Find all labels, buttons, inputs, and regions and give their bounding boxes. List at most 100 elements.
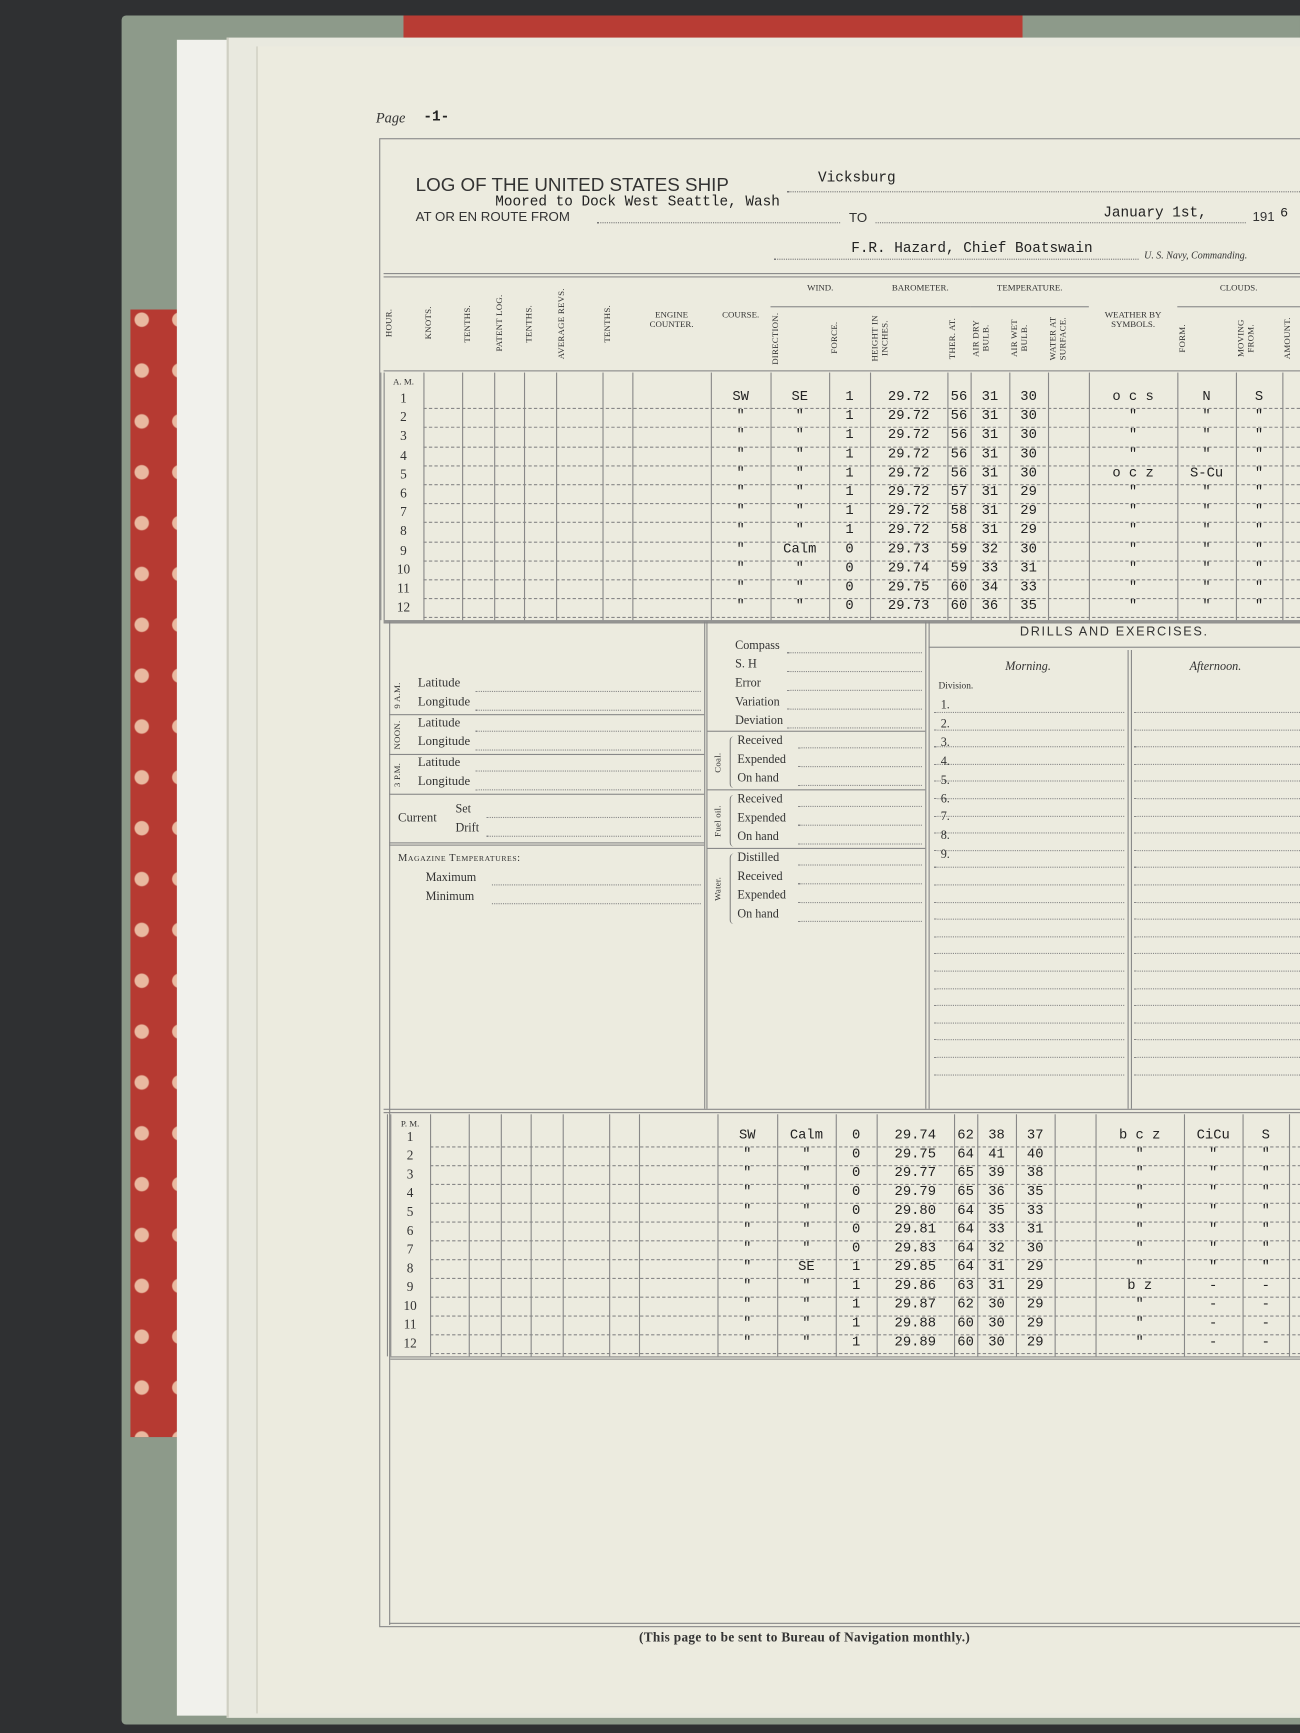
rule [934, 970, 1125, 972]
log-entry: o c z [1112, 465, 1154, 481]
rule [430, 1334, 1300, 1336]
rule [423, 579, 1300, 581]
log-entry: 29.83 [894, 1240, 937, 1256]
log-entry: 1 [852, 1334, 861, 1350]
rule [638, 1114, 641, 1357]
log-entry: 29.75 [894, 1146, 937, 1162]
log-entry: " [736, 408, 745, 424]
hour: 10 [396, 561, 411, 577]
log-entry: " [743, 1259, 752, 1275]
rule [390, 1358, 1300, 1360]
log-entry: " [1254, 465, 1264, 481]
rule [423, 427, 1300, 429]
rule [934, 711, 1125, 714]
rule [556, 372, 558, 621]
log-entry: " [1254, 598, 1264, 614]
field-label: Distilled [737, 851, 780, 865]
rule [1177, 306, 1300, 308]
log-entry: 29 [1026, 1334, 1044, 1350]
rule [1134, 746, 1300, 748]
field-label: Error [735, 676, 761, 690]
log-entry: " [1209, 1240, 1218, 1256]
rule [389, 1622, 1300, 1624]
log-entry: " [736, 446, 745, 462]
log-entry: 1 [845, 408, 854, 424]
column-header: Tenths. [523, 304, 534, 343]
rule [523, 372, 526, 621]
hour: 1 [406, 1128, 414, 1145]
hour: 2 [406, 1147, 414, 1163]
log-entry: " [1135, 1240, 1144, 1256]
log-entry: " [1261, 1240, 1270, 1256]
log-entry: " [743, 1146, 752, 1162]
from: Moored to Dock West Seattle, Wash [495, 193, 780, 211]
rule [430, 1114, 432, 1357]
log-entry: " [1209, 1165, 1218, 1181]
rule [787, 727, 922, 729]
group-header: Barometer. [891, 282, 949, 293]
log-entry: SW [732, 389, 749, 405]
log-entry: " [1209, 1221, 1218, 1237]
rule [798, 824, 922, 826]
log-entry: 29.86 [894, 1277, 937, 1294]
hour: 3 [406, 1166, 414, 1182]
drills-division: Division. [938, 679, 974, 691]
meridian-label: P. M. [400, 1118, 420, 1129]
rule [829, 372, 831, 621]
rule [430, 1221, 1300, 1223]
log-entry: " [1128, 484, 1138, 500]
field-label: Current [397, 811, 437, 825]
log-entry: 0 [845, 541, 854, 557]
hour: 9 [406, 1278, 414, 1295]
log-entry: - [1261, 1277, 1270, 1294]
log-entry: 63 [957, 1277, 974, 1294]
footer: (This page to be sent to Bureau of Navig… [638, 1629, 971, 1645]
log-entry: " [1261, 1165, 1270, 1181]
log-entry: 29.72 [887, 427, 930, 443]
column-header: Amount. [1282, 317, 1293, 360]
field-label: S. H [735, 657, 757, 672]
log-entry: 38 [1026, 1165, 1044, 1181]
rule [423, 484, 1300, 486]
division-number: 2. [940, 717, 950, 731]
rule [389, 753, 705, 756]
field-label: Drift [455, 821, 480, 835]
log-entry: 57 [950, 484, 968, 500]
log-entry: - [1209, 1334, 1218, 1350]
log-entry: 30 [988, 1334, 1005, 1350]
rule [787, 689, 922, 691]
log-entry: 64 [957, 1202, 974, 1219]
hour: 12 [403, 1335, 417, 1351]
field-label: Received [737, 792, 783, 806]
rule [491, 884, 701, 886]
rule [390, 1114, 392, 1357]
rule [1134, 901, 1300, 903]
brace [729, 794, 736, 847]
hour: 4 [406, 1185, 414, 1201]
log-entry: 29.89 [894, 1334, 937, 1350]
log-entry: " [1202, 522, 1211, 538]
rule [798, 864, 922, 866]
log-entry: CiCu [1196, 1127, 1230, 1144]
rule [423, 598, 1300, 600]
log-entry: 1 [845, 446, 854, 462]
log-entry: 31 [988, 1277, 1005, 1294]
log-entry: " [1202, 598, 1211, 614]
position-label: 9 a.m. [392, 682, 403, 709]
log-entry: 59 [950, 541, 968, 557]
log-entry: " [736, 465, 745, 481]
log-entry: 32 [981, 541, 999, 557]
rule [423, 522, 1300, 524]
commanding-label: U. S. Navy, Commanding. [1144, 249, 1248, 261]
log-entry: " [802, 1334, 811, 1350]
year-suffix: 6 [1280, 205, 1289, 222]
log-entry: 30 [988, 1315, 1005, 1331]
log-entry: 30 [988, 1296, 1005, 1313]
log-entry: " [1135, 1165, 1144, 1181]
log-entry: 1 [852, 1315, 861, 1331]
log-entry: " [736, 579, 745, 595]
log-entry: 30 [1020, 541, 1037, 557]
rule [430, 1202, 1300, 1204]
rule [875, 222, 1246, 224]
field-label: Expended [737, 888, 786, 903]
